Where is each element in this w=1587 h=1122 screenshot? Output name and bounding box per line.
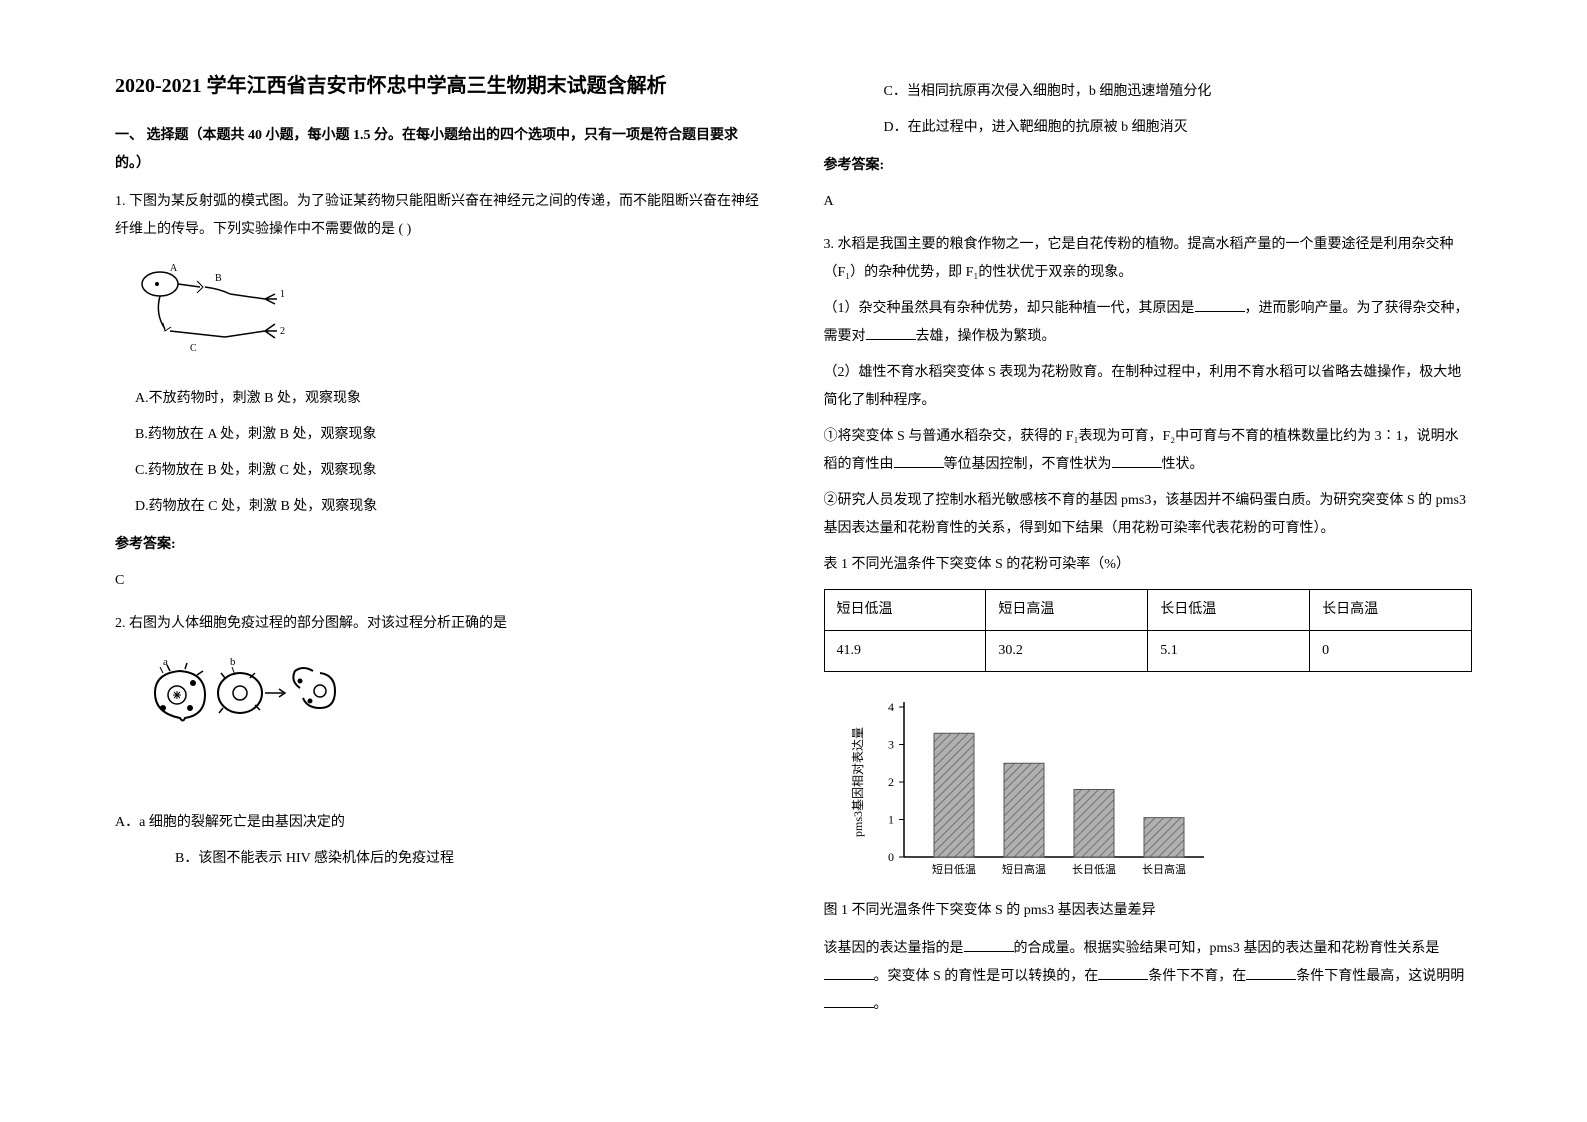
svg-text:长日高温: 长日高温 — [1142, 862, 1186, 876]
cell-immunity-diagram: a b — [135, 653, 764, 794]
blank — [894, 454, 944, 468]
q1-text: 1. 下图为某反射弧的模式图。为了验证某药物只能阻断兴奋在神经元之间的传递，而不… — [115, 188, 764, 244]
q1-option-a: A.不放药物时，刺激 B 处，观察现象 — [135, 385, 764, 413]
q3-p3e: 条件下育性最高，这说明 — [1296, 969, 1450, 984]
blank — [866, 326, 916, 340]
table-header: 短日低温 — [824, 590, 986, 631]
q3-part2-1: ①将突变体 S 与普通水稻杂交，获得的 F₁表现为可育，F₂中可育与不育的植株数… — [824, 423, 1473, 479]
svg-text:B: B — [215, 273, 222, 284]
chart-caption: 图 1 不同光温条件下突变体 S 的 pms3 基因表达量差异 — [824, 897, 1473, 925]
q3-p3b: 的合成量。根据实验结果可知，pms3 基因的表达量和花粉育性关系是 — [1014, 941, 1440, 956]
svg-text:A: A — [170, 263, 178, 274]
table-cell: 5.1 — [1148, 631, 1310, 672]
q2-option-c: C．当相同抗原再次侵入细胞时，b 细胞迅速增殖分化 — [884, 78, 1473, 106]
section-one-header: 一、 选择题（本题共 40 小题，每小题 1.5 分。在每小题给出的四个选项中，… — [115, 122, 764, 178]
q1-answer: C — [115, 567, 764, 595]
q3-p3c: 。突变体 S 的育性是可以转换的，在 — [874, 969, 1099, 984]
q3-p3-ming: 明 — [1450, 969, 1464, 984]
svg-text:短日高温: 短日高温 — [1002, 862, 1046, 876]
q2-answer-label: 参考答案: — [824, 152, 1473, 180]
svg-text:4: 4 — [888, 700, 894, 714]
pollen-dye-table: 短日低温 短日高温 长日低温 长日高温 41.9 30.2 5.1 0 — [824, 589, 1473, 672]
question-2: 2. 右图为人体细胞免疫过程的部分图解。对该过程分析正确的是 a b — [115, 610, 764, 873]
svg-text:pms3基因相对表达量: pms3基因相对表达量 — [851, 727, 865, 837]
svg-text:长日低温: 长日低温 — [1072, 863, 1116, 876]
svg-text:3: 3 — [888, 738, 894, 752]
q3-p3d: 条件下不育，在 — [1148, 969, 1246, 984]
blank — [1112, 454, 1162, 468]
table-header: 长日低温 — [1148, 590, 1310, 631]
table-data-row: 41.9 30.2 5.1 0 — [824, 631, 1472, 672]
svg-text:短日低温: 短日低温 — [932, 862, 976, 876]
svg-text:1: 1 — [888, 813, 894, 827]
q1-option-c: C.药物放在 B 处，刺激 C 处，观察现象 — [135, 457, 764, 485]
document-title: 2020-2021 学年江西省吉安市怀忠中学高三生物期末试题含解析 — [115, 70, 764, 102]
pms3-expression-chart: 0 1 2 3 4 pms3基因相对表达量短日低温 短日高温 长日低温 长日高温 — [844, 687, 1224, 887]
q2-option-a: A．a 细胞的裂解死亡是由基因决定的 — [115, 809, 764, 837]
q3-p3a: 该基因的表达量指的是 — [824, 941, 964, 956]
q3-part2: （2）雄性不育水稻突变体 S 表现为花粉败育。在制种过程中，利用不育水稻可以省略… — [824, 359, 1473, 415]
q3-p2-1c: 性状。 — [1162, 457, 1204, 472]
svg-text:b: b — [230, 656, 236, 668]
blank — [1195, 298, 1245, 312]
q3-p1c: 去雄，操作极为繁琐。 — [916, 329, 1056, 344]
question-3: 3. 水稻是我国主要的粮食作物之一，它是自花传粉的植物。提高水稻产量的一个重要途… — [824, 231, 1473, 1019]
q3-part1: （1）杂交种虽然具有杂种优势，却只能种植一代，其原因是，进而影响产量。为了获得杂… — [824, 295, 1473, 351]
q1-answer-label: 参考答案: — [115, 531, 764, 559]
q3-p3f: 。 — [874, 997, 888, 1012]
table-cell: 41.9 — [824, 631, 986, 672]
q3-part3: 该基因的表达量指的是 的合成量。根据实验结果可知，pms3 基因的表达量和花粉育性… — [824, 935, 1473, 1019]
blank — [964, 938, 1014, 952]
table-header: 短日高温 — [986, 590, 1148, 631]
q3-intro: 3. 水稻是我国主要的粮食作物之一，它是自花传粉的植物。提高水稻产量的一个重要途… — [824, 231, 1473, 287]
svg-text:C: C — [190, 343, 197, 354]
q3-p2-1b: 等位基因控制，不育性状为 — [944, 457, 1112, 472]
blank — [1098, 966, 1148, 980]
q3-p1a: （1）杂交种虽然具有杂种优势，却只能种植一代，其原因是 — [824, 301, 1195, 316]
q2-answer: A — [824, 188, 1473, 216]
q2-option-d: D．在此过程中，进入靶细胞的抗原被 b 细胞消灭 — [884, 114, 1473, 142]
table-caption: 表 1 不同光温条件下突变体 S 的花粉可染率（%） — [824, 551, 1473, 579]
table-cell: 0 — [1310, 631, 1472, 672]
blank — [824, 966, 874, 980]
svg-text:2: 2 — [280, 326, 285, 337]
q2-text: 2. 右图为人体细胞免疫过程的部分图解。对该过程分析正确的是 — [115, 610, 764, 638]
blank — [824, 994, 874, 1008]
table-header-row: 短日低温 短日高温 长日低温 长日高温 — [824, 590, 1472, 631]
q3-part2-2: ②研究人员发现了控制水稻光敏感核不育的基因 pms3，该基因并不编码蛋白质。为研… — [824, 487, 1473, 543]
table-cell: 30.2 — [986, 631, 1148, 672]
svg-text:0: 0 — [888, 850, 894, 864]
table-header: 长日高温 — [1310, 590, 1472, 631]
q1-option-d: D.药物放在 C 处，刺激 B 处，观察现象 — [135, 493, 764, 521]
q2-option-b: B．该图不能表示 HIV 感染机体后的免疫过程 — [175, 845, 764, 873]
svg-text:2: 2 — [888, 775, 894, 789]
svg-text:1: 1 — [280, 289, 285, 300]
blank — [1246, 966, 1296, 980]
question-1: 1. 下图为某反射弧的模式图。为了验证某药物只能阻断兴奋在神经元之间的传递，而不… — [115, 188, 764, 595]
neuron-reflex-diagram: A B 1 C 2 — [135, 259, 764, 370]
q1-option-b: B.药物放在 A 处，刺激 B 处，观察现象 — [135, 421, 764, 449]
